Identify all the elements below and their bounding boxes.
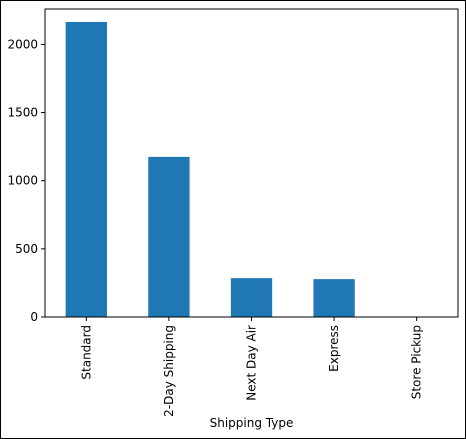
x-tick-label: Store Pickup — [410, 325, 424, 399]
bars-group — [65, 21, 355, 317]
x-tick-label: 2-Day Shipping — [162, 325, 176, 417]
x-tick-label: Express — [327, 325, 341, 372]
y-tick-label: 2000 — [7, 37, 38, 51]
x-tick-label: Next Day Air — [245, 325, 259, 401]
bar-express — [313, 279, 355, 317]
bar-standard — [65, 21, 107, 317]
x-axis: Standard 2-Day Shipping Next Day Air Expres… — [79, 317, 424, 417]
y-tick-label: 1000 — [7, 174, 38, 188]
x-axis-label: Shipping Type — [210, 416, 294, 430]
y-axis: 0 500 1000 1500 2000 — [7, 37, 45, 324]
bar-2-day-shipping — [148, 156, 190, 317]
y-tick-label: 1500 — [7, 106, 38, 120]
bar-next-day-air — [230, 278, 273, 317]
plot-area-border — [44, 8, 459, 318]
y-tick-label: 500 — [15, 242, 38, 256]
y-tick-label: 0 — [30, 310, 38, 324]
x-tick-label: Standard — [79, 325, 93, 380]
